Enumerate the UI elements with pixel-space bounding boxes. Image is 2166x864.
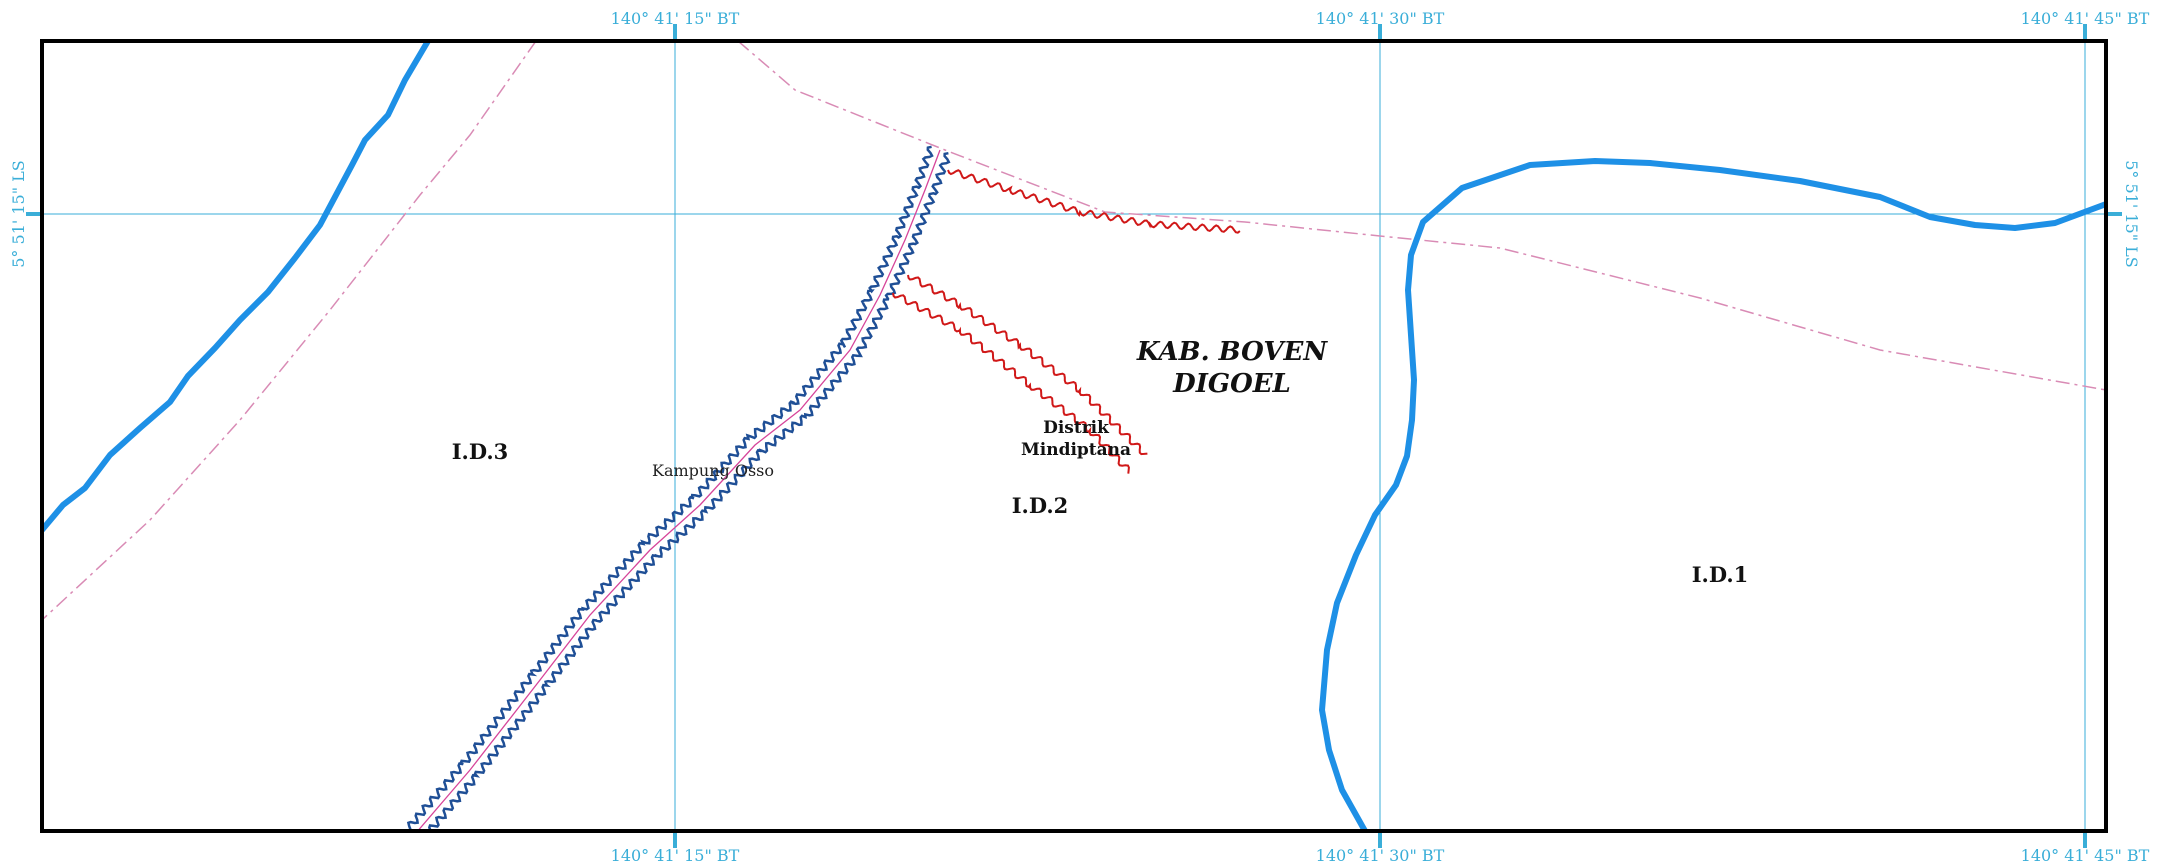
admin-boundaries: [42, 41, 2106, 621]
lon-label-bottom-1: 140° 41' 15" BT: [611, 846, 740, 864]
red-lines: [892, 169, 1241, 474]
zone-label-id1: I.D.1: [1692, 562, 1749, 587]
lon-label-top-2: 140° 41' 30" BT: [1316, 9, 1445, 28]
district-label-line2: Mindiptana: [1021, 440, 1131, 460]
red-line-mid-b: [892, 292, 1130, 474]
lon-label-bottom-3: 140° 41' 45" BT: [2021, 846, 2150, 864]
kab-label-line2: DIGOEL: [1172, 369, 1291, 399]
river-east: [1319, 158, 2106, 831]
graticule: [28, 24, 2120, 848]
zone-label-id2: I.D.2: [1012, 493, 1069, 518]
district-label-line1: Distrik: [1043, 418, 1110, 438]
road-centerline: [416, 149, 941, 831]
road-edge-right: [400, 145, 934, 831]
lon-label-bottom-2: 140° 41' 30" BT: [1316, 846, 1445, 864]
red-line-mid-a: [907, 274, 1148, 456]
kab-label-line1: KAB. BOVEN: [1136, 337, 1328, 367]
lon-label-top-1: 140° 41' 15" BT: [611, 9, 740, 28]
map-frame: [40, 39, 2108, 833]
zone-label-id3: I.D.3: [452, 439, 509, 464]
lat-label-left: 5° 51' 15" LS: [9, 160, 28, 268]
village-label: Kampung Osso: [652, 461, 774, 480]
road-kampung-osso: [400, 145, 951, 831]
road-edge-left: [427, 151, 951, 831]
boundary-north: [737, 41, 2106, 391]
boundary-west: [42, 41, 537, 621]
grid-ticks: [26, 24, 2122, 848]
lat-label-right: 5° 51' 15" LS: [2122, 160, 2141, 268]
lon-label-top-3: 140° 41' 45" BT: [2021, 9, 2150, 28]
red-line-north: [947, 169, 1241, 234]
river-west: [42, 41, 431, 533]
